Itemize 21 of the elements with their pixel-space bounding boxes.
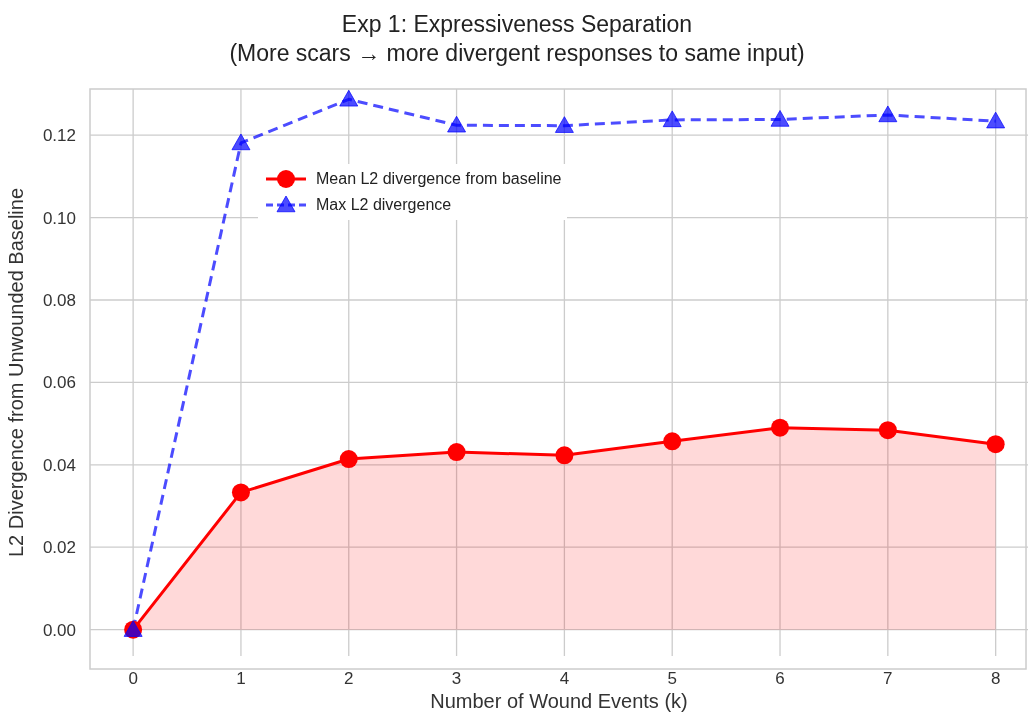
y-tick-label: 0.06 <box>42 373 76 393</box>
y-tick-label: 0.02 <box>42 538 76 558</box>
x-tick-label: 2 <box>344 669 354 689</box>
y-axis-title: L2 Divergence from Unwounded Baseline <box>5 187 28 558</box>
y-tick-label: 0.12 <box>42 126 76 146</box>
x-tick-label: 6 <box>775 669 785 689</box>
y-tick-label: 0.08 <box>42 291 76 311</box>
x-tick-label: 8 <box>990 669 1001 689</box>
chart-title: Exp 1: Expressiveness Separation (More scars → more divergent responses to same input) <box>228 10 806 68</box>
x-tick-label: 0 <box>128 669 138 689</box>
y-tick-label: 0.00 <box>42 620 76 640</box>
x-axis-title: Number of Wound Events (k) <box>430 690 688 712</box>
y-tick-label: 0.04 <box>42 455 76 475</box>
legend-label: Max L2 divergence <box>316 195 452 215</box>
x-tick-label: 7 <box>883 669 893 689</box>
x-tick-label: 4 <box>559 669 570 689</box>
x-tick-label: 5 <box>667 669 677 689</box>
x-tick-label: 3 <box>451 669 462 689</box>
y-tick-label: 0.10 <box>42 208 76 228</box>
legend-label: Mean L2 divergence from baseline <box>316 169 562 189</box>
x-tick-label: 1 <box>236 669 246 689</box>
